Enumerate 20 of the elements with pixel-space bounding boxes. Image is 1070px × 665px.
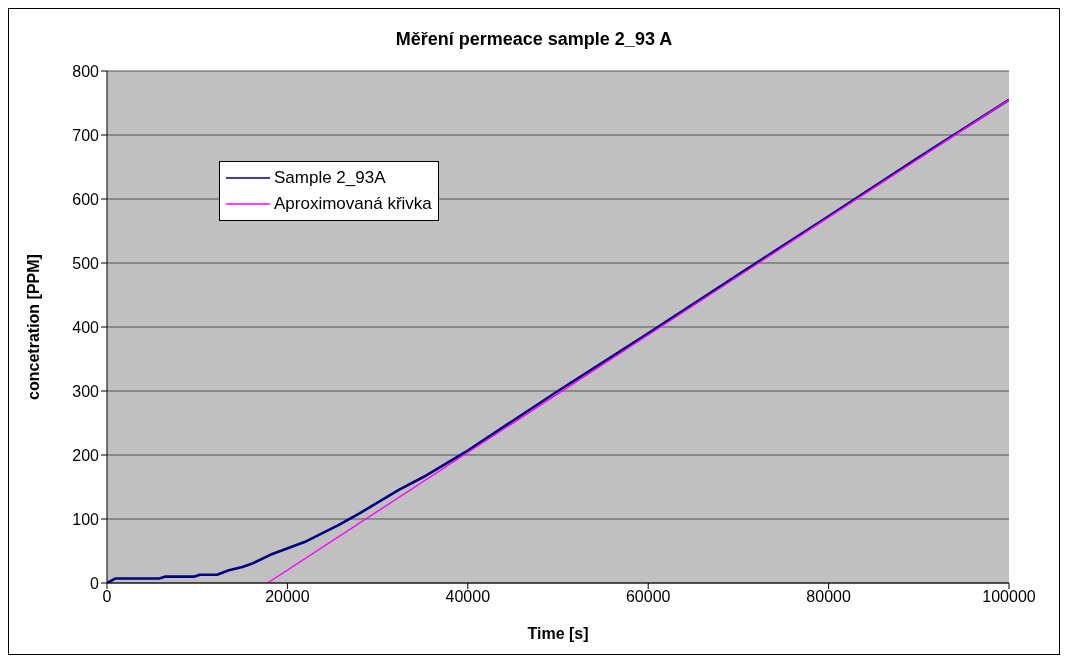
x-tick-label: 100000 [982,588,1036,606]
chart-title: Měření permeace sample 2_93 A [394,29,674,51]
x-tick-label: 80000 [806,588,851,606]
x-tick-label: 20000 [265,588,310,606]
legend-label: Aproximovaná křivka [274,194,432,214]
y-tick-label: 800 [72,62,100,80]
y-tick-label: 300 [72,382,100,400]
x-tick-label: 0 [102,588,112,606]
y-tick-label: 700 [72,126,100,144]
y-tick-label: 500 [72,254,100,272]
x-tick-label: 60000 [625,588,671,606]
y-tick-label: 0 [90,574,100,592]
legend-label: Sample 2_93A [274,168,386,188]
y-tick-label: 600 [72,190,100,208]
y-tick-label: 200 [72,446,100,464]
y-tick-label: 100 [72,510,100,528]
y-tick-label: 400 [72,318,100,336]
x-axis-title: Time [s] [527,625,589,642]
y-axis-title: concetration [PPM] [24,254,42,400]
x-tick-label: 40000 [445,588,491,606]
